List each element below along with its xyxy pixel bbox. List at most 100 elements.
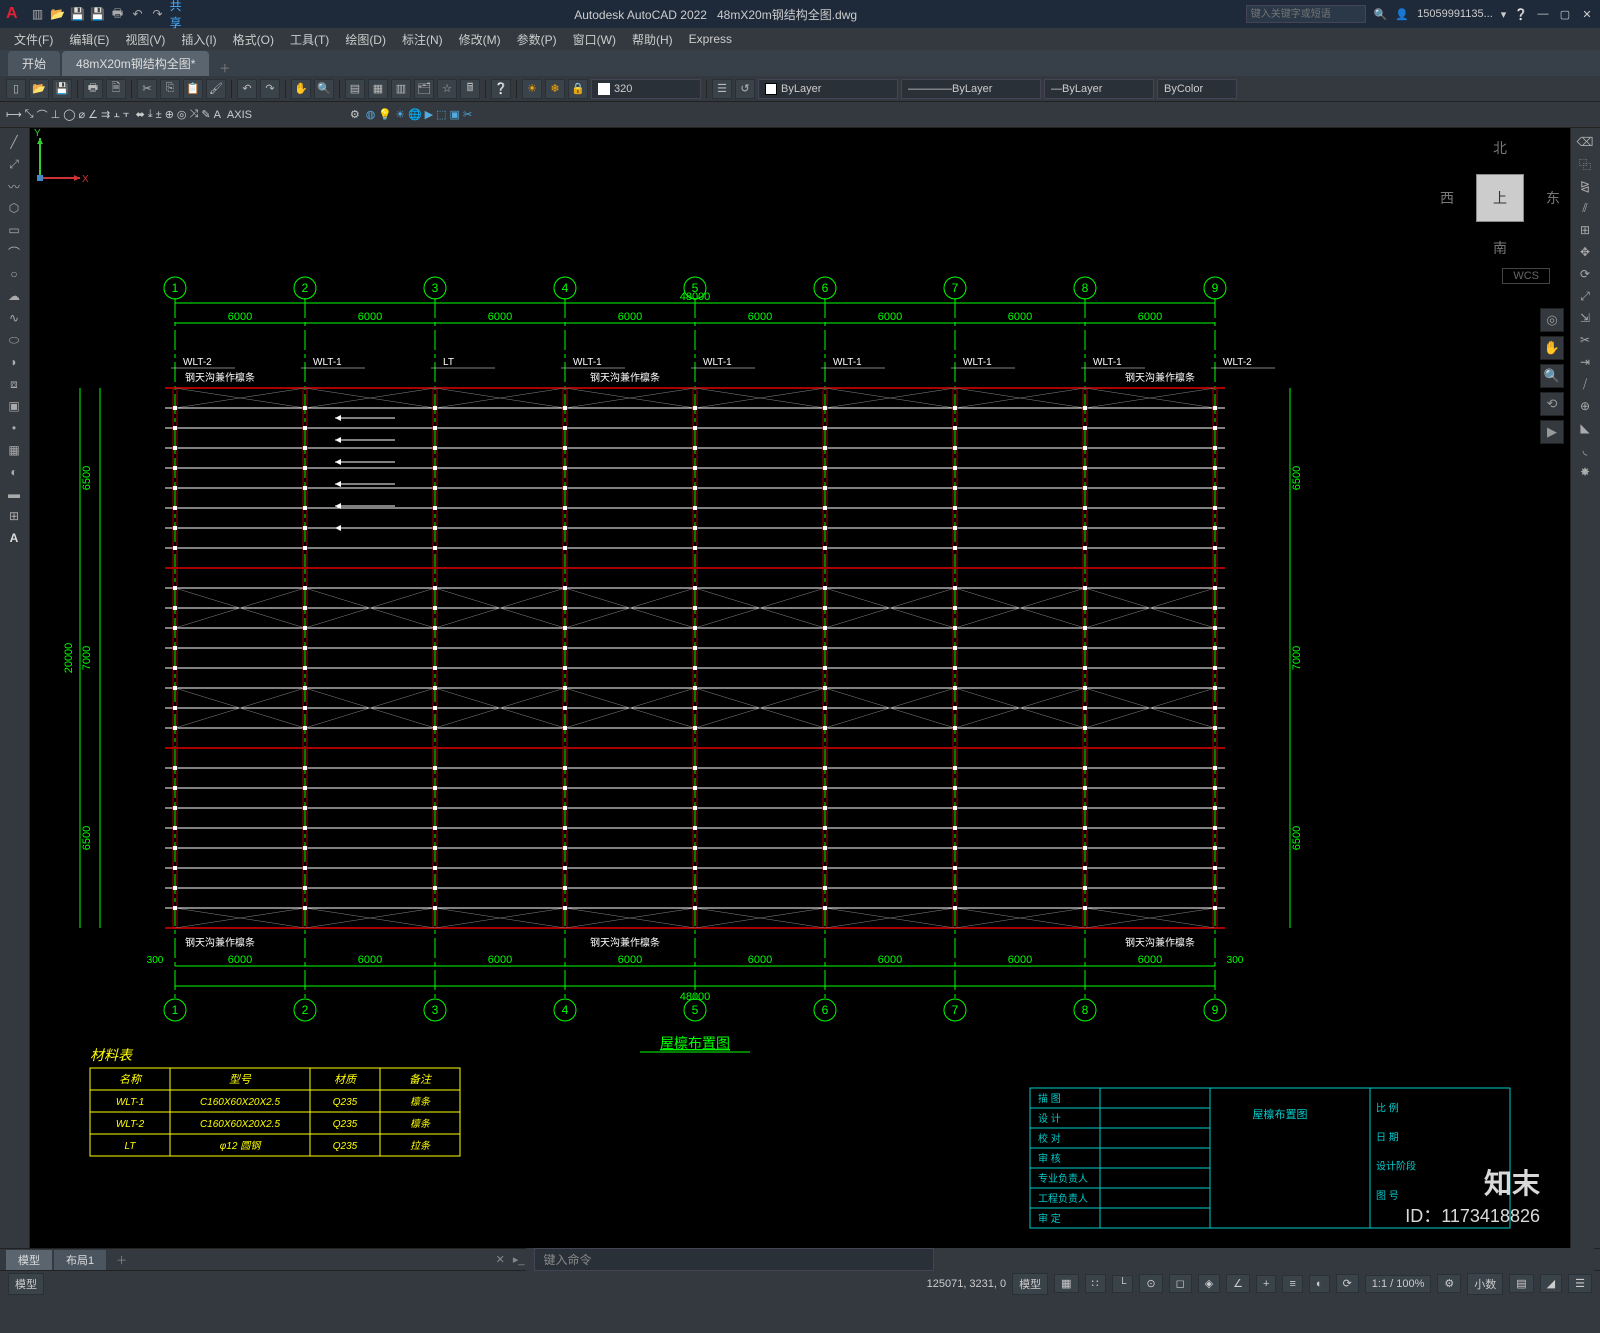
dim-space-icon[interactable]: ⬌ <box>136 108 145 121</box>
tab-add-icon[interactable]: ＋ <box>211 60 238 76</box>
tool-save-icon[interactable]: 💾 <box>52 79 72 99</box>
menu-format[interactable]: 格式(O) <box>227 31 280 48</box>
dim-angular-icon[interactable]: ∠ <box>88 108 98 121</box>
tool-markup-icon[interactable]: ☆ <box>437 79 457 99</box>
tool-xline-icon[interactable]: ⤢ <box>2 154 26 174</box>
status-units-combo[interactable]: 小数 <box>1467 1273 1503 1295</box>
tool-scale-icon[interactable]: ⤢ <box>1573 286 1597 306</box>
dim-aligned-icon[interactable]: ⤡ <box>25 108 34 121</box>
tool-layerfreeze-icon[interactable]: ❄ <box>545 79 565 99</box>
command-input[interactable]: 键入命令 <box>534 1248 934 1271</box>
status-modelspace-button[interactable]: 模型 <box>1012 1273 1048 1295</box>
tool-new-icon[interactable]: ▯ <box>6 79 26 99</box>
app-exchange-icon[interactable]: ▾ <box>1501 8 1507 21</box>
tool-redo-icon[interactable]: ↷ <box>260 79 280 99</box>
status-gear-icon[interactable]: ⚙ <box>1437 1274 1461 1293</box>
tool-layerlock-icon[interactable]: 🔒 <box>568 79 588 99</box>
status-ortho-icon[interactable]: └ <box>1112 1275 1134 1293</box>
tool-print-icon[interactable]: 🖶 <box>83 79 103 99</box>
tool-copy-icon[interactable]: ⎘ <box>160 79 180 99</box>
tool-arc-icon[interactable]: ⌒ <box>2 242 26 262</box>
tool-layerstate-icon[interactable]: ☀ <box>522 79 542 99</box>
layout-tab-model[interactable]: 模型 <box>6 1250 52 1270</box>
status-dyn-icon[interactable]: + <box>1256 1275 1276 1293</box>
tool-erase-icon[interactable]: ⌫ <box>1573 132 1597 152</box>
render-materials-icon[interactable]: ◍ <box>366 108 376 121</box>
qat-save-icon[interactable]: 💾 <box>70 6 86 22</box>
tool-array-icon[interactable]: ⊞ <box>1573 220 1597 240</box>
help-icon[interactable]: ❔ <box>1514 8 1528 21</box>
tool-preview-icon[interactable]: 🗎 <box>106 79 126 99</box>
tool-chamfer-icon[interactable]: ◣ <box>1573 418 1597 438</box>
render-icon[interactable]: ▶ <box>425 108 433 121</box>
nav-orbit-icon[interactable]: ⟲ <box>1540 392 1564 416</box>
tool-spline-icon[interactable]: ∿ <box>2 308 26 328</box>
viewcube-east[interactable]: 东 <box>1546 188 1560 208</box>
menu-file[interactable]: 文件(F) <box>8 31 59 48</box>
tool-mtext-icon[interactable]: A <box>2 528 26 548</box>
status-3dosnap-icon[interactable]: ◈ <box>1198 1274 1220 1293</box>
tool-designcenter-icon[interactable]: ▦ <box>368 79 388 99</box>
dim-quick-icon[interactable]: ⇉ <box>101 108 110 121</box>
drawing-canvas[interactable]: 1122334455667788994800060006000600060006… <box>30 128 1570 1248</box>
help-search-input[interactable] <box>1246 5 1366 23</box>
status-grid-icon[interactable]: ▦ <box>1054 1274 1078 1293</box>
tool-explode-icon[interactable]: ✸ <box>1573 462 1597 482</box>
dim-ordinate-icon[interactable]: ⊥ <box>51 108 61 121</box>
tool-insert-icon[interactable]: ⧈ <box>2 374 26 394</box>
dim-edit-icon[interactable]: ✎ <box>201 108 210 121</box>
viewcube[interactable]: 北 南 东 西 上 <box>1440 138 1560 258</box>
tool-join-icon[interactable]: ⊕ <box>1573 396 1597 416</box>
qat-open-icon[interactable]: 📂 <box>50 6 66 22</box>
tool-hatch-icon[interactable]: ▦ <box>2 440 26 460</box>
color-combo[interactable]: ByColor <box>1157 79 1237 99</box>
maximize-button[interactable]: ▢ <box>1558 8 1572 21</box>
layout-tab-layout1[interactable]: 布局1 <box>54 1250 106 1270</box>
status-otrack-icon[interactable]: ∠ <box>1226 1274 1250 1293</box>
qat-saveas-icon[interactable]: 💾 <box>90 6 106 22</box>
wcs-label[interactable]: WCS <box>1502 268 1550 284</box>
tool-revcloud-icon[interactable]: ☁ <box>2 286 26 306</box>
status-model-button[interactable]: 模型 <box>8 1273 44 1295</box>
tool-stretch-icon[interactable]: ⇲ <box>1573 308 1597 328</box>
dim-linear-icon[interactable]: ⟼ <box>6 108 22 121</box>
dim-center-icon[interactable]: ⊕ <box>165 108 174 121</box>
tool-zoom-icon[interactable]: 🔍 <box>314 79 334 99</box>
qat-plot-icon[interactable]: 🖶 <box>110 6 126 22</box>
tool-ellipsearc-icon[interactable]: ◗ <box>2 352 26 372</box>
qat-undo-icon[interactable]: ↶ <box>130 6 146 22</box>
layer-combo[interactable]: ByLayer <box>758 79 898 99</box>
tab-document[interactable]: 48mX20m钢结构全图* <box>62 51 209 76</box>
render-region-icon[interactable]: ▣ <box>450 108 460 121</box>
dim-scale-combo[interactable]: 320 <box>591 79 701 99</box>
tool-polygon-icon[interactable]: ⬡ <box>2 198 26 218</box>
tool-rotate-icon[interactable]: ⟳ <box>1573 264 1597 284</box>
tool-fillet-icon[interactable]: ◟ <box>1573 440 1597 460</box>
render-window-icon[interactable]: ⬚ <box>436 108 446 121</box>
tool-mirror-icon[interactable]: ⧎ <box>1573 176 1597 196</box>
nav-wheel-icon[interactable]: ◎ <box>1540 308 1564 332</box>
tool-paste-icon[interactable]: 📋 <box>183 79 203 99</box>
menu-modify[interactable]: 修改(M) <box>453 31 507 48</box>
dim-radius-icon[interactable]: ◯ <box>63 108 75 121</box>
dim-tolerance-icon[interactable]: ± <box>156 109 162 121</box>
tool-table-icon[interactable]: ⊞ <box>2 506 26 526</box>
search-icon[interactable]: 🔍 <box>1374 8 1388 21</box>
menu-express[interactable]: Express <box>683 32 738 46</box>
viewcube-south[interactable]: 南 <box>1493 238 1507 258</box>
viewcube-top[interactable]: 上 <box>1476 174 1524 222</box>
menu-parametric[interactable]: 参数(P) <box>511 31 563 48</box>
tool-circle-icon[interactable]: ○ <box>2 264 26 284</box>
menu-edit[interactable]: 编辑(E) <box>63 31 115 48</box>
viewcube-west[interactable]: 西 <box>1440 188 1454 208</box>
dim-textedit-icon[interactable]: A <box>214 109 221 121</box>
dimstyle-combo[interactable]: AXIS <box>227 109 347 121</box>
dim-break-icon[interactable]: ⤓ <box>148 108 153 121</box>
render-crop-icon[interactable]: ✂ <box>463 108 472 121</box>
close-button[interactable]: ✕ <box>1580 8 1594 21</box>
status-iso-icon[interactable]: ◢ <box>1540 1274 1562 1293</box>
layout-tab-add-icon[interactable]: ＋ <box>108 1252 135 1268</box>
tool-pline-icon[interactable]: 〰 <box>2 176 26 196</box>
qat-share-icon[interactable]: 共享 <box>170 6 186 22</box>
lineweight-combo[interactable]: ———— ByLayer <box>901 79 1041 99</box>
